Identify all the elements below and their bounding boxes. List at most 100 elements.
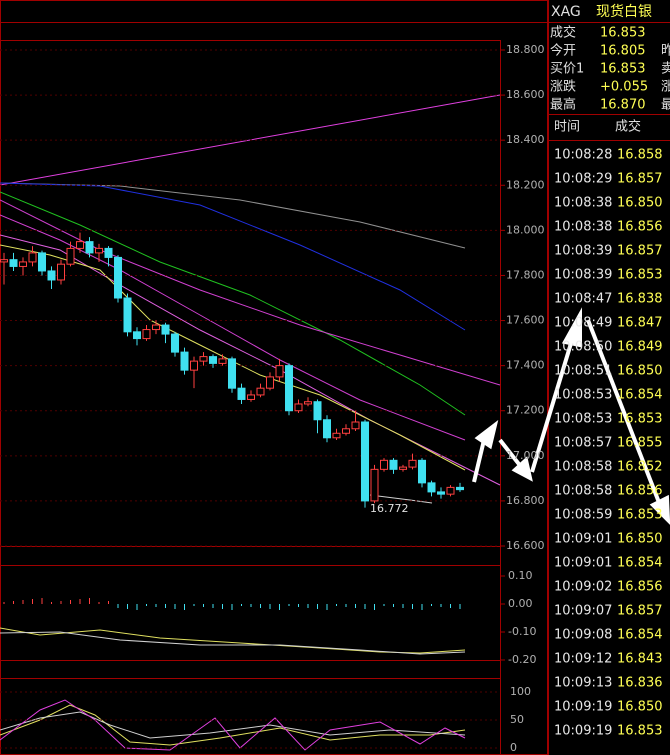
y-tick-label: 50 <box>510 713 524 726</box>
tick-price: 16.857 <box>617 604 663 619</box>
candle-body <box>332 432 341 439</box>
tick-price: 16.847 <box>617 316 663 331</box>
tick-price: 16.855 <box>617 436 663 451</box>
candle-body <box>275 365 284 378</box>
ma-line <box>0 214 466 441</box>
tick-price: 16.857 <box>617 172 663 187</box>
quote-label: 最高 <box>550 97 576 113</box>
tick-time: 10:09:12 <box>554 652 612 667</box>
tick-time: 10:08:39 <box>554 268 612 283</box>
tick-time: 10:08:38 <box>554 220 612 235</box>
tick-price: 16.838 <box>617 292 663 307</box>
quote-label: 最 <box>661 98 670 113</box>
tick-price: 16.856 <box>617 220 663 235</box>
y-tick-label: 18.000 <box>506 223 545 236</box>
tick-price: 16.849 <box>617 340 663 355</box>
annotation-arrow <box>586 319 662 506</box>
y-tick-label: 17.800 <box>506 268 545 281</box>
y-tick-label: 16.800 <box>506 494 545 507</box>
candle-body <box>437 491 445 495</box>
candle-body <box>370 468 379 502</box>
candle-body <box>123 297 132 333</box>
candle-body <box>114 256 122 299</box>
y-tick-label: 17.000 <box>506 449 545 462</box>
tick-time: 10:09:02 <box>554 580 612 595</box>
quote-value: 16.853 <box>600 62 646 77</box>
candle-body <box>161 324 170 335</box>
tick-time: 10:09:01 <box>554 556 612 571</box>
y-tick-label: 17.200 <box>506 404 545 417</box>
tick-price: 16.850 <box>617 364 663 379</box>
tick-price: 16.852 <box>617 460 663 475</box>
tick-price: 16.854 <box>617 388 663 403</box>
tick-time: 10:08:38 <box>554 196 612 211</box>
tick-price: 16.850 <box>617 700 663 715</box>
tick-price: 16.853 <box>617 268 663 283</box>
candle-body <box>57 263 65 281</box>
candle-body <box>9 259 18 267</box>
tick-time: 10:08:53 <box>554 388 612 403</box>
tick-time: 10:09:19 <box>554 724 612 739</box>
candle-body <box>19 261 27 267</box>
tick-time: 10:08:59 <box>554 508 612 523</box>
tick-time: 10:08:50 <box>554 340 612 355</box>
tick-time: 10:08:29 <box>554 172 612 187</box>
quote-label: 涨跌 <box>550 79 576 95</box>
tick-time: 10:08:39 <box>554 244 612 259</box>
y-tick-label: -0.10 <box>508 625 536 638</box>
candle-body <box>446 486 455 495</box>
column-header: 成交 <box>615 119 641 135</box>
candle-body <box>313 401 322 421</box>
y-tick-label: 17.400 <box>506 359 545 372</box>
arrowhead <box>649 494 670 525</box>
quote-label: 今开 <box>550 43 576 59</box>
tick-price: 16.850 <box>617 532 663 547</box>
candle-body <box>85 241 94 254</box>
candle-body <box>133 331 141 340</box>
tick-price: 16.853 <box>617 508 663 523</box>
kdj-line <box>0 699 466 751</box>
candle-body <box>389 459 398 470</box>
y-tick-label: 17.600 <box>506 314 545 327</box>
y-tick-label: 18.800 <box>506 43 545 56</box>
candle-body <box>142 329 151 340</box>
tick-time: 10:09:01 <box>554 532 612 547</box>
ma-line <box>0 234 501 486</box>
kdj-line <box>0 704 466 746</box>
y-tick-label: 18.400 <box>506 133 545 146</box>
tick-time: 10:08:58 <box>554 460 612 475</box>
candle-body <box>361 421 369 502</box>
candle-body <box>171 333 179 353</box>
candle-body <box>152 324 160 331</box>
y-tick-label: 0 <box>510 741 517 754</box>
tick-price: 16.856 <box>617 484 663 499</box>
candle-body <box>247 394 255 400</box>
tick-time: 10:08:51 <box>554 364 612 379</box>
candle-body <box>38 252 46 272</box>
quote-value: 16.805 <box>600 44 646 59</box>
tick-price: 16.843 <box>617 652 663 667</box>
tick-price: 16.853 <box>617 412 663 427</box>
candle-body <box>228 358 236 389</box>
candle-body <box>266 376 274 389</box>
quote-value: 16.853 <box>600 26 646 41</box>
candle-body <box>47 270 56 281</box>
symbol: XAG <box>551 4 581 20</box>
quote-label: 买价1 <box>550 62 584 77</box>
tick-price: 16.850 <box>617 196 663 211</box>
quote-label: 昨 <box>661 44 670 59</box>
quote-value: +0.055 <box>600 80 648 95</box>
candle-body <box>427 482 436 493</box>
ma-line <box>0 182 466 331</box>
quote-label: 成交 <box>550 25 576 41</box>
candle-body <box>0 259 8 263</box>
annotation-arrow <box>530 339 574 473</box>
tick-price: 16.856 <box>617 580 663 595</box>
tick-time: 10:08:57 <box>554 436 612 451</box>
tick-time: 10:08:58 <box>554 484 612 499</box>
tick-time: 10:08:47 <box>554 292 612 307</box>
y-tick-label: 0.00 <box>508 597 533 610</box>
kdj-line <box>0 711 466 739</box>
candle-body <box>218 358 227 364</box>
